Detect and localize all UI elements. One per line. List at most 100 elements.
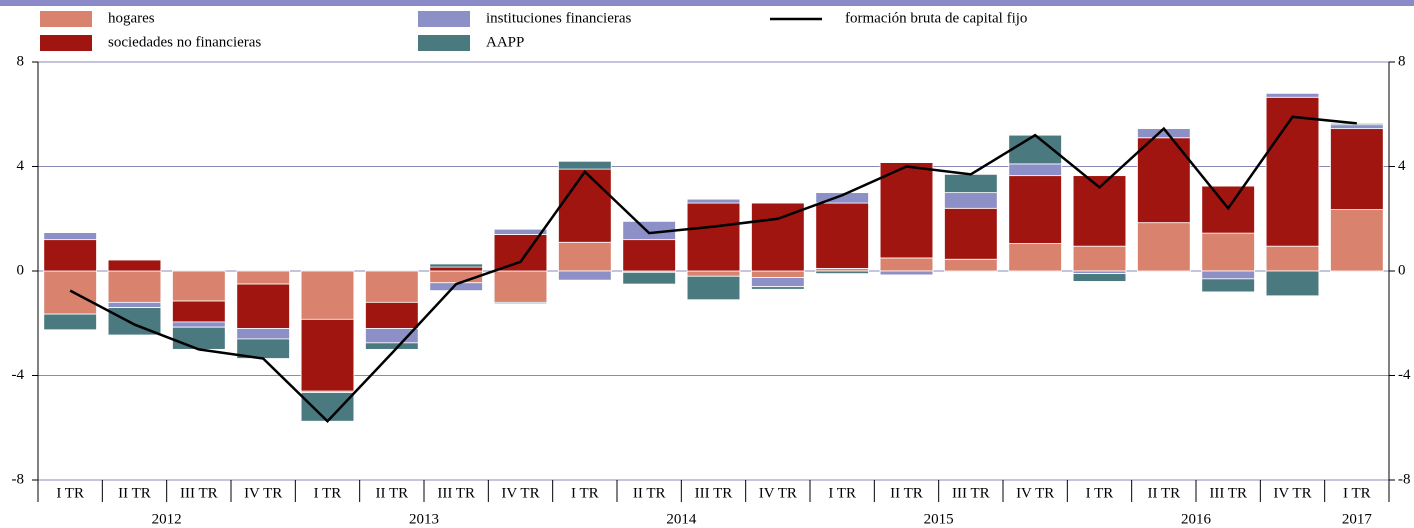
x-tick-label: III TR bbox=[1209, 485, 1247, 501]
bar-segment bbox=[751, 202, 805, 272]
bar-segment bbox=[1330, 209, 1384, 272]
bar-segment bbox=[107, 270, 162, 303]
bar-segment bbox=[1265, 92, 1320, 98]
bar-segment bbox=[1201, 278, 1255, 293]
y-tick-label: -4 bbox=[12, 367, 25, 383]
year-label: 2013 bbox=[409, 511, 439, 527]
top-band bbox=[0, 0, 1414, 6]
x-tick-label: I TR bbox=[1086, 485, 1114, 501]
bar-segment bbox=[300, 270, 355, 320]
x-tick-label: I TR bbox=[828, 485, 856, 501]
bar-segment bbox=[751, 286, 805, 290]
y2-tick-label: -8 bbox=[1398, 471, 1411, 487]
bar-segment bbox=[493, 301, 548, 305]
bar-segment bbox=[43, 270, 97, 315]
bar-segment bbox=[1137, 222, 1191, 272]
x-tick-label: II TR bbox=[890, 485, 923, 501]
legend-swatch bbox=[40, 35, 92, 51]
bar-segment bbox=[172, 321, 226, 328]
y-tick-label: 4 bbox=[17, 158, 25, 174]
bar-segment bbox=[365, 328, 419, 344]
x-tick-label: IV TR bbox=[1273, 485, 1311, 501]
bar-segment bbox=[686, 275, 741, 301]
x-tick-label: III TR bbox=[695, 485, 733, 501]
bar-segment bbox=[622, 271, 676, 285]
y-tick-label: -8 bbox=[12, 471, 25, 487]
y-tick-label: 0 bbox=[17, 262, 25, 278]
bar-segment bbox=[1201, 232, 1255, 272]
x-tick-label: II TR bbox=[633, 485, 666, 501]
legend-label: hogares bbox=[108, 10, 155, 26]
x-tick-label: IV TR bbox=[759, 485, 797, 501]
x-tick-label: IV TR bbox=[244, 485, 282, 501]
bar-segment bbox=[879, 270, 934, 276]
bar-segment bbox=[429, 266, 483, 272]
y2-tick-label: 0 bbox=[1398, 262, 1406, 278]
x-tick-label: II TR bbox=[1148, 485, 1181, 501]
bar-segment bbox=[1330, 122, 1384, 126]
year-label: 2015 bbox=[924, 511, 954, 527]
bar-segment bbox=[751, 270, 805, 278]
bar-segment bbox=[1265, 245, 1320, 272]
bar-segment bbox=[944, 173, 998, 194]
year-label: 2012 bbox=[152, 511, 182, 527]
x-tick-label: II TR bbox=[376, 485, 409, 501]
legend-label: instituciones financieras bbox=[486, 10, 632, 26]
bar-segment bbox=[172, 270, 226, 302]
x-tick-label: I TR bbox=[571, 485, 599, 501]
bar-segment bbox=[558, 160, 612, 170]
bar-segment bbox=[622, 239, 676, 272]
x-tick-label: II TR bbox=[118, 485, 151, 501]
legend-swatch bbox=[418, 35, 470, 51]
bar-segment bbox=[107, 301, 162, 308]
bar-segment bbox=[236, 283, 290, 329]
bar-segment bbox=[558, 241, 612, 272]
bar-segment bbox=[300, 392, 355, 422]
y-tick-label: 8 bbox=[17, 53, 25, 69]
legend-label: AAPP bbox=[486, 34, 524, 50]
bar-segment bbox=[493, 234, 548, 272]
y2-tick-label: 8 bbox=[1398, 53, 1406, 69]
bar-segment bbox=[944, 207, 998, 260]
x-tick-label: I TR bbox=[314, 485, 342, 501]
x-tick-label: III TR bbox=[437, 485, 475, 501]
bar-segment bbox=[1008, 175, 1062, 244]
year-label: 2016 bbox=[1181, 511, 1212, 527]
bar-segment bbox=[558, 168, 612, 243]
bar-segment bbox=[493, 228, 548, 235]
bar-segment bbox=[43, 239, 97, 272]
bar-segment bbox=[815, 202, 869, 269]
bar-segment bbox=[558, 270, 612, 281]
legend-label: sociedades no financieras bbox=[108, 34, 261, 50]
x-tick-label: IV TR bbox=[1016, 485, 1054, 501]
x-tick-label: III TR bbox=[952, 485, 990, 501]
year-label: 2017 bbox=[1342, 511, 1373, 527]
x-tick-label: IV TR bbox=[501, 485, 539, 501]
bar-segment bbox=[172, 326, 226, 350]
bar-segment bbox=[1330, 124, 1384, 130]
bar-segment bbox=[236, 270, 290, 285]
bar-segment bbox=[1201, 270, 1255, 280]
bar-segment bbox=[107, 259, 162, 272]
bar-segment bbox=[365, 270, 419, 303]
bar-segment bbox=[815, 192, 869, 204]
bar-segment bbox=[1072, 245, 1127, 272]
y2-tick-label: -4 bbox=[1398, 367, 1411, 383]
bar-segment bbox=[686, 270, 741, 277]
bar-segment bbox=[1330, 128, 1384, 211]
bar-segment bbox=[1008, 163, 1062, 177]
bar-segment bbox=[1265, 96, 1320, 247]
legend-swatch bbox=[40, 11, 92, 27]
bar-segment bbox=[944, 192, 998, 209]
y2-tick-label: 4 bbox=[1398, 158, 1406, 174]
bar-segment bbox=[365, 301, 419, 329]
line-series bbox=[69, 115, 1357, 423]
bar-segment bbox=[944, 258, 998, 272]
x-tick-label: I TR bbox=[1343, 485, 1371, 501]
bar-segment bbox=[1265, 270, 1320, 297]
bar-segment bbox=[493, 270, 548, 303]
bar-segment bbox=[1008, 243, 1062, 272]
bar-segment bbox=[879, 162, 934, 259]
bar-segment bbox=[1072, 273, 1127, 282]
